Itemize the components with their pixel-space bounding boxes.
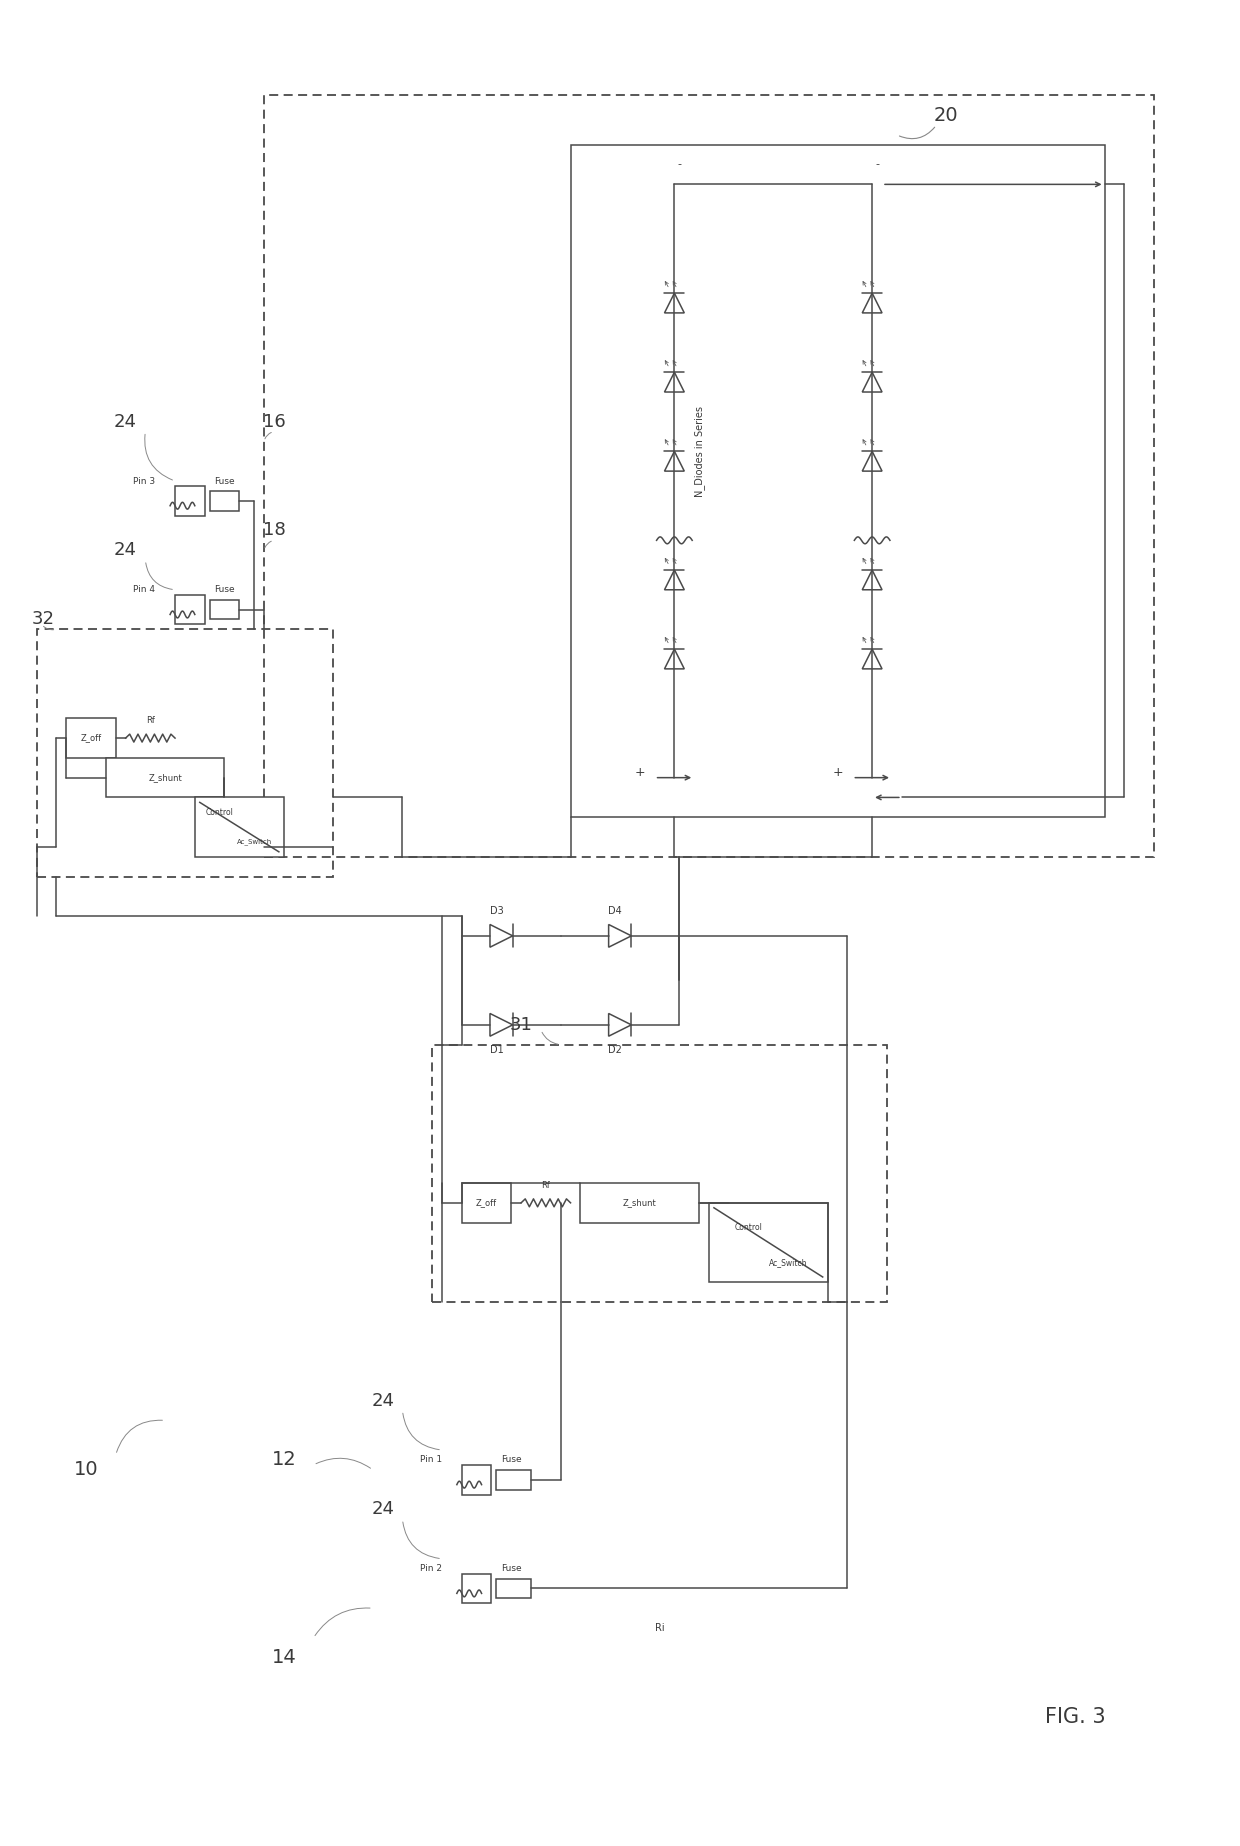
Polygon shape [609, 1013, 631, 1036]
Text: Ac_Switch: Ac_Switch [237, 838, 272, 845]
Text: -: - [875, 159, 879, 170]
Text: 32: 32 [32, 611, 55, 628]
Text: Pin 3: Pin 3 [133, 476, 155, 485]
Text: Z_shunt: Z_shunt [149, 773, 182, 783]
Text: Fuse: Fuse [501, 1455, 522, 1464]
Bar [264, 96, 1154, 857]
Text: 31: 31 [510, 1015, 532, 1034]
Bar [66, 718, 115, 759]
Polygon shape [862, 294, 882, 314]
Text: Z_off: Z_off [476, 1198, 497, 1207]
Bar [580, 1183, 699, 1222]
Bar [496, 1469, 531, 1490]
Text: Fuse: Fuse [215, 476, 234, 485]
Bar [175, 594, 205, 624]
Text: D2: D2 [608, 1045, 622, 1054]
Text: N_Diodes in Series: N_Diodes in Series [693, 406, 704, 497]
Polygon shape [609, 925, 631, 947]
Text: 20: 20 [934, 105, 959, 126]
Text: Z_shunt: Z_shunt [622, 1198, 657, 1207]
Polygon shape [862, 570, 882, 589]
Text: 12: 12 [272, 1451, 296, 1469]
Text: Pin 1: Pin 1 [420, 1455, 441, 1464]
Bar [175, 485, 205, 515]
Bar [570, 144, 1105, 818]
Text: Ac_Switch: Ac_Switch [769, 1257, 807, 1266]
Text: -: - [677, 159, 681, 170]
Bar [432, 1045, 887, 1301]
Text: 24: 24 [371, 1392, 394, 1410]
Text: 16: 16 [263, 414, 285, 430]
Text: 10: 10 [73, 1460, 98, 1479]
Polygon shape [665, 650, 684, 668]
Text: 18: 18 [263, 521, 285, 539]
Text: Fuse: Fuse [215, 585, 234, 594]
Bar [709, 1204, 827, 1281]
Polygon shape [665, 570, 684, 589]
Bar [105, 759, 224, 797]
Polygon shape [665, 450, 684, 471]
Text: Pin 2: Pin 2 [420, 1564, 441, 1573]
Polygon shape [490, 925, 512, 947]
Bar [210, 491, 239, 511]
Text: Rf: Rf [542, 1181, 551, 1189]
Bar [37, 629, 334, 877]
Bar [461, 1466, 491, 1495]
Text: FIG. 3: FIG. 3 [1044, 1708, 1105, 1728]
Text: Rf: Rf [146, 716, 155, 725]
Bar [461, 1573, 491, 1604]
Text: Ri: Ri [655, 1623, 665, 1634]
Text: Control: Control [206, 809, 233, 816]
Text: 24: 24 [371, 1501, 394, 1519]
Text: 24: 24 [114, 541, 138, 559]
Text: D3: D3 [490, 906, 503, 916]
Bar [496, 1578, 531, 1599]
Text: 24: 24 [114, 414, 138, 430]
Polygon shape [862, 650, 882, 668]
Polygon shape [665, 294, 684, 314]
Polygon shape [490, 1013, 512, 1036]
Polygon shape [862, 450, 882, 471]
Text: +: + [635, 766, 645, 779]
Text: Control: Control [734, 1224, 763, 1231]
Text: D1: D1 [490, 1045, 503, 1054]
Bar [461, 1183, 511, 1222]
Bar [195, 797, 284, 857]
Bar [210, 600, 239, 620]
Text: +: + [832, 766, 843, 779]
Text: Fuse: Fuse [501, 1564, 522, 1573]
Text: Pin 4: Pin 4 [133, 585, 155, 594]
Text: Z_off: Z_off [81, 733, 102, 742]
Text: 14: 14 [272, 1648, 296, 1667]
Text: D4: D4 [608, 906, 622, 916]
Polygon shape [862, 373, 882, 391]
Polygon shape [665, 373, 684, 391]
